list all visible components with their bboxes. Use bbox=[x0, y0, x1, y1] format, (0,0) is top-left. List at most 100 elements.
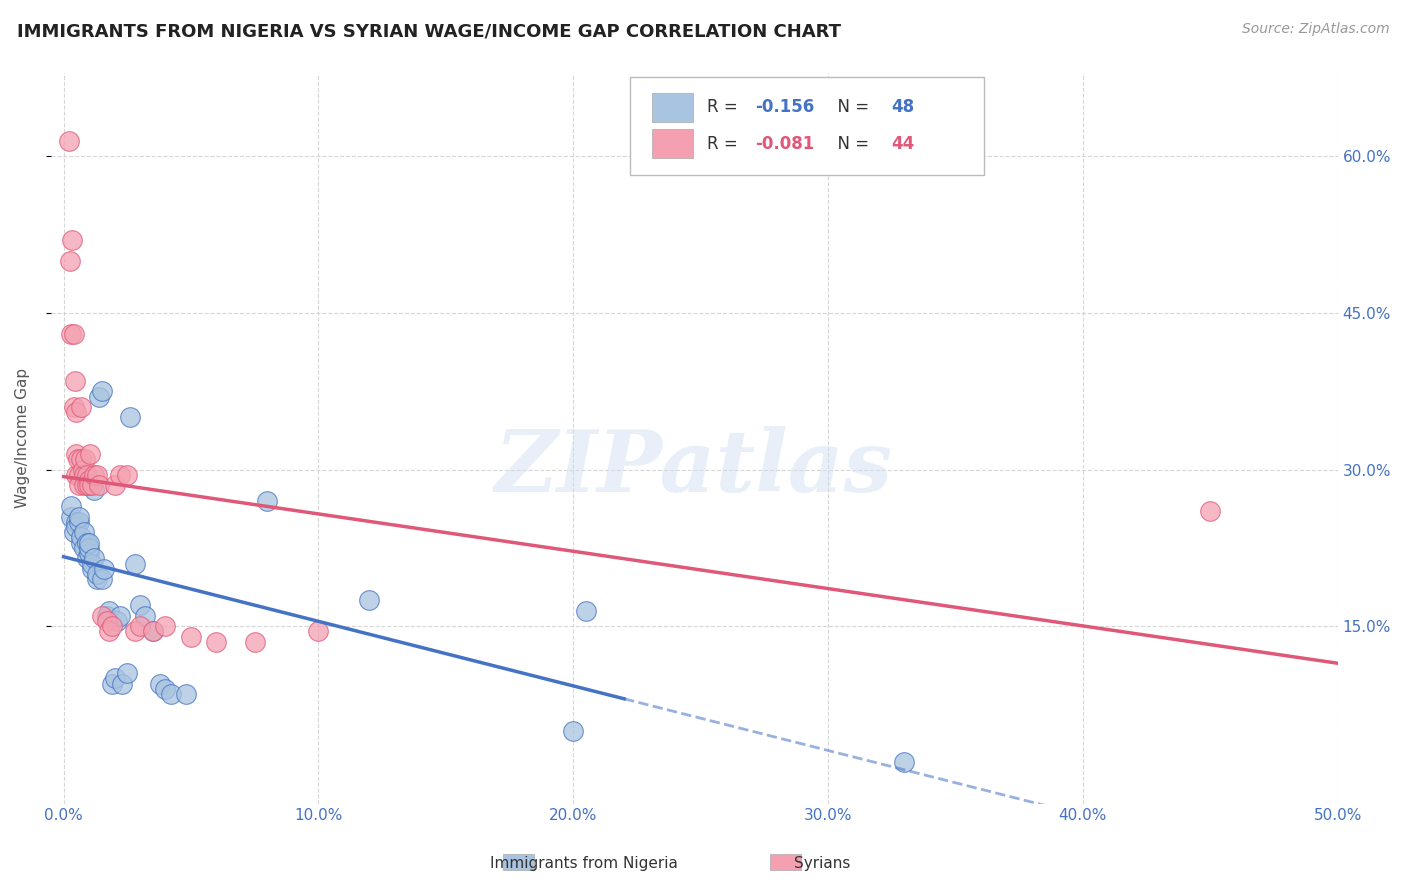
Point bbox=[65, 447, 87, 461]
Point bbox=[256, 494, 278, 508]
Text: R =: R = bbox=[707, 98, 744, 116]
Point bbox=[80, 557, 103, 571]
Point bbox=[101, 619, 124, 633]
Text: IMMIGRANTS FROM NIGERIA VS SYRIAN WAGE/INCOME GAP CORRELATION CHART: IMMIGRANTS FROM NIGERIA VS SYRIAN WAGE/I… bbox=[17, 22, 841, 40]
Point bbox=[80, 562, 103, 576]
Point bbox=[93, 562, 115, 576]
Point bbox=[60, 326, 83, 341]
Point bbox=[149, 676, 172, 690]
Point bbox=[83, 467, 105, 482]
Point bbox=[108, 608, 131, 623]
Text: 44: 44 bbox=[891, 135, 914, 153]
Point bbox=[575, 603, 598, 617]
Point bbox=[893, 755, 915, 769]
Point bbox=[89, 390, 111, 404]
Point bbox=[124, 624, 146, 639]
Point bbox=[73, 525, 96, 540]
Point bbox=[75, 452, 97, 467]
Point bbox=[129, 599, 152, 613]
Point bbox=[70, 535, 93, 549]
Point bbox=[142, 624, 165, 639]
Point bbox=[65, 405, 87, 419]
Point bbox=[73, 467, 96, 482]
Point bbox=[359, 593, 381, 607]
Text: -0.156: -0.156 bbox=[755, 98, 814, 116]
Point bbox=[79, 447, 101, 461]
FancyBboxPatch shape bbox=[503, 854, 534, 870]
Point bbox=[142, 624, 165, 639]
Point bbox=[67, 515, 90, 529]
Point bbox=[118, 410, 141, 425]
Point bbox=[77, 546, 100, 560]
Point bbox=[60, 509, 83, 524]
Point bbox=[76, 551, 98, 566]
Point bbox=[124, 557, 146, 571]
Point bbox=[86, 566, 108, 581]
Point bbox=[96, 614, 118, 628]
Point bbox=[77, 541, 100, 555]
Point bbox=[60, 499, 83, 513]
Point bbox=[180, 630, 202, 644]
Point bbox=[73, 478, 96, 492]
Point bbox=[66, 452, 89, 467]
Point bbox=[73, 541, 96, 555]
Point bbox=[155, 619, 177, 633]
FancyBboxPatch shape bbox=[652, 129, 693, 159]
Point bbox=[72, 462, 94, 476]
Point bbox=[67, 467, 90, 482]
Point bbox=[65, 515, 87, 529]
Text: Immigrants from Nigeria: Immigrants from Nigeria bbox=[489, 856, 678, 871]
Point bbox=[62, 400, 84, 414]
FancyBboxPatch shape bbox=[770, 854, 801, 870]
Point bbox=[70, 531, 93, 545]
Point bbox=[111, 676, 134, 690]
FancyBboxPatch shape bbox=[630, 77, 984, 175]
Point bbox=[155, 681, 177, 696]
Point bbox=[86, 572, 108, 586]
Point bbox=[58, 134, 80, 148]
Point bbox=[174, 687, 197, 701]
Point bbox=[103, 672, 125, 686]
Point bbox=[129, 619, 152, 633]
Point bbox=[101, 676, 124, 690]
Point bbox=[90, 608, 112, 623]
Y-axis label: Wage/Income Gap: Wage/Income Gap bbox=[15, 368, 30, 508]
Point bbox=[105, 614, 128, 628]
Text: ZIPatlas: ZIPatlas bbox=[495, 425, 893, 509]
Point bbox=[67, 478, 90, 492]
Point bbox=[63, 374, 86, 388]
Point bbox=[98, 624, 121, 639]
Point bbox=[205, 635, 228, 649]
Point bbox=[117, 666, 139, 681]
Text: R =: R = bbox=[707, 135, 744, 153]
Point bbox=[86, 467, 108, 482]
Point bbox=[117, 467, 139, 482]
Point bbox=[83, 483, 105, 498]
Point bbox=[77, 535, 100, 549]
Point bbox=[89, 478, 111, 492]
Point bbox=[90, 572, 112, 586]
Point bbox=[76, 478, 98, 492]
Point bbox=[77, 478, 100, 492]
Point bbox=[159, 687, 181, 701]
Text: N =: N = bbox=[827, 135, 875, 153]
Text: 48: 48 bbox=[891, 98, 914, 116]
Point bbox=[134, 608, 156, 623]
Point bbox=[70, 452, 93, 467]
Point bbox=[76, 467, 98, 482]
Point bbox=[96, 608, 118, 623]
Point bbox=[98, 603, 121, 617]
Point bbox=[90, 384, 112, 399]
Point bbox=[76, 535, 98, 549]
Point bbox=[108, 467, 131, 482]
Text: Syrians: Syrians bbox=[794, 856, 851, 871]
Point bbox=[67, 509, 90, 524]
Point bbox=[83, 551, 105, 566]
Point bbox=[1199, 504, 1222, 518]
Point bbox=[562, 723, 585, 738]
Point bbox=[70, 400, 93, 414]
Point bbox=[59, 253, 82, 268]
Point bbox=[80, 478, 103, 492]
FancyBboxPatch shape bbox=[652, 93, 693, 122]
Point bbox=[77, 473, 100, 487]
